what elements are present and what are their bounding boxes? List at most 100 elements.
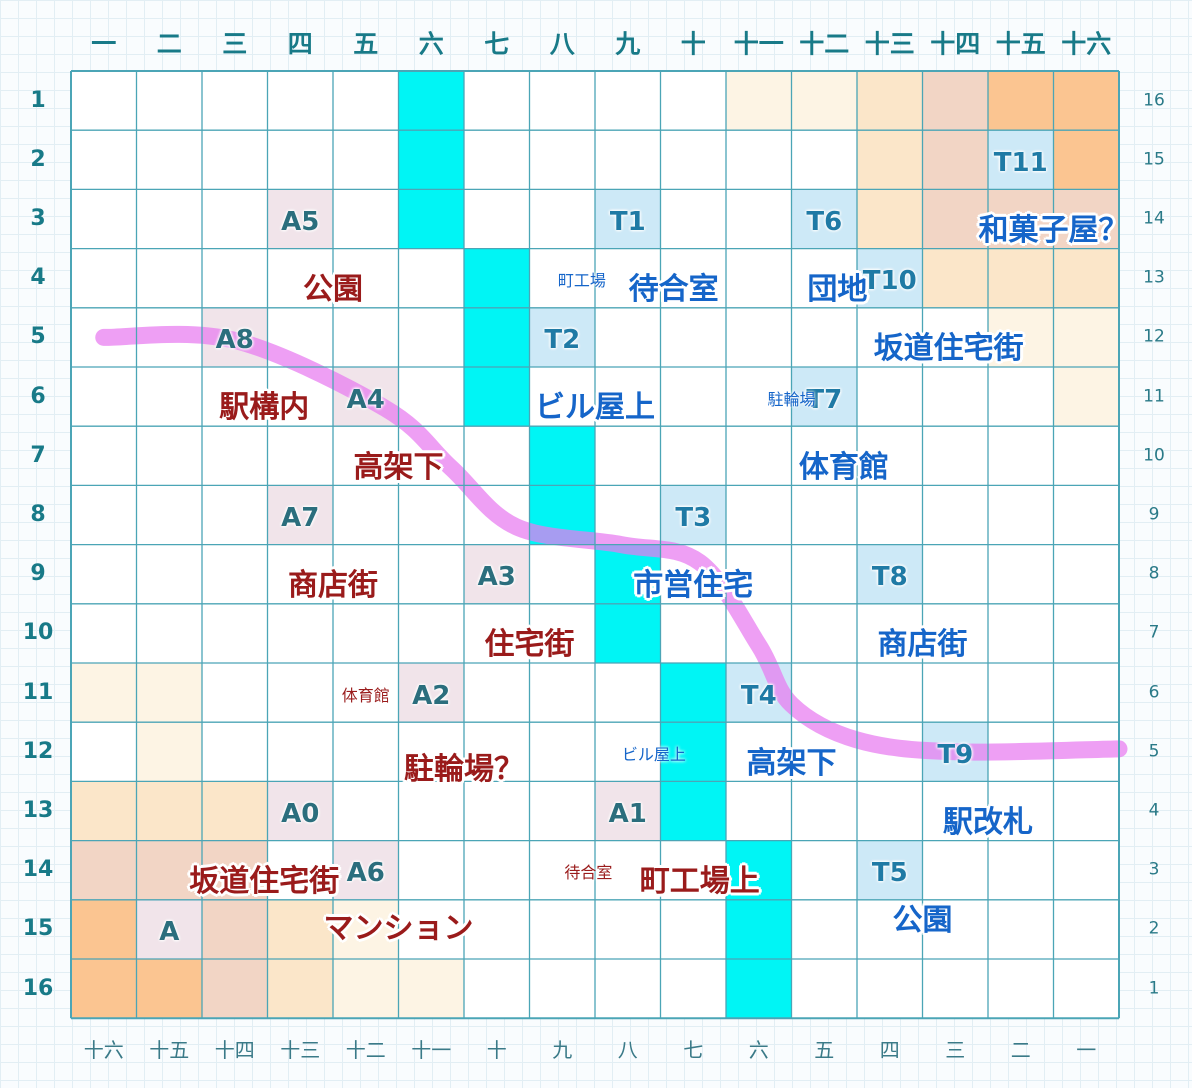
- shaded-cell: [922, 189, 988, 249]
- column-header-bottom: 三: [945, 1038, 966, 1062]
- shaded-cell: [202, 840, 268, 900]
- row-header-left: 11: [22, 679, 54, 705]
- column-header-top: 十二: [799, 29, 850, 59]
- column-header-top: 十六: [1061, 29, 1112, 59]
- column-header-top: 二: [156, 29, 182, 59]
- track-cell: [660, 663, 726, 723]
- row-header-right: 1: [1148, 978, 1160, 999]
- column-header-bottom: 四: [879, 1038, 900, 1062]
- track-cell: [398, 71, 464, 131]
- place-name-t10: 坂道住宅街: [873, 331, 1024, 367]
- place-name-a0: 坂道住宅街: [189, 864, 340, 900]
- shaded-cell: [922, 71, 988, 131]
- track-cell: [660, 781, 726, 841]
- shaded-cell: [988, 248, 1054, 308]
- marker-cell-t1: [595, 189, 661, 249]
- marker-code-a4: A4: [346, 384, 385, 415]
- place-name-a2: 駐輪場？: [404, 751, 524, 787]
- row-header-right: 4: [1148, 800, 1160, 821]
- column-header-top: 八: [549, 29, 575, 59]
- marker-cell-a: [136, 899, 202, 959]
- marker-code-a0: A0: [281, 799, 320, 829]
- column-header-top: 十五: [995, 29, 1046, 59]
- railway-track-layer: [398, 71, 792, 1019]
- column-header-bottom: 十二: [345, 1038, 386, 1062]
- marker-code-a8: A8: [215, 325, 254, 356]
- column-header-top: 十: [680, 29, 706, 59]
- marker-cell-a6: [333, 840, 399, 900]
- column-header-bottom: 十三: [280, 1038, 321, 1062]
- row-header-right: 7: [1148, 622, 1160, 643]
- column-header-bottom: 十: [486, 1038, 507, 1062]
- row-header-right: 15: [1143, 149, 1165, 170]
- row-header-left: 10: [22, 620, 54, 646]
- place-name-a5: 公園: [303, 272, 363, 308]
- place-name-t5: 公園: [892, 902, 953, 938]
- column-header-top: 十四: [930, 29, 981, 59]
- shaded-cell: [71, 781, 137, 841]
- shaded-cell: [267, 959, 333, 1019]
- marker-cell-t2: [529, 307, 595, 367]
- track-cell: [660, 722, 726, 782]
- shaded-cell: [791, 71, 857, 131]
- row-header-left: 4: [30, 265, 46, 291]
- marker-code-t8: T8: [871, 562, 908, 593]
- place-name-t2: ビル屋上: [535, 390, 655, 426]
- shaded-cell: [136, 722, 202, 782]
- place-note-a1: 待合室: [564, 863, 613, 883]
- marker-code-a1: A1: [608, 799, 647, 829]
- shaded-cell: [922, 130, 988, 190]
- column-header-bottom: 十一: [411, 1038, 452, 1062]
- marker-code-a2: A2: [412, 680, 451, 711]
- column-header-bottom: 五: [814, 1038, 835, 1062]
- shaded-cell: [71, 840, 137, 900]
- marker-cell-a5: [267, 189, 333, 249]
- row-header-right: 8: [1148, 563, 1160, 584]
- place-name-t11: 和菓子屋？: [978, 212, 1129, 248]
- place-name-t1: 待合室: [628, 272, 719, 308]
- shaded-cell: [71, 959, 137, 1019]
- column-header-top: 十一: [733, 29, 784, 59]
- row-header-left: 15: [22, 916, 54, 942]
- marker-code-t3: T3: [675, 503, 712, 533]
- marker-code-t7: T7: [806, 384, 843, 415]
- row-header-right: 14: [1143, 208, 1165, 229]
- marker-cell-t11: [988, 130, 1054, 190]
- column-header-bottom: 十四: [214, 1038, 255, 1062]
- place-name-t4: 高架下: [746, 745, 837, 781]
- track-cell: [398, 130, 464, 190]
- column-header-top: 六: [418, 29, 444, 59]
- shaded-cell: [71, 663, 137, 723]
- marker-cell-t10: [857, 248, 923, 308]
- shaded-cell: [857, 71, 923, 131]
- column-header-bottom: 九: [552, 1038, 573, 1062]
- column-header-bottom: 六: [748, 1038, 769, 1062]
- route-path-layer: [95, 325, 1128, 761]
- row-header-right: 2: [1148, 918, 1160, 939]
- row-header-left: 2: [30, 146, 46, 172]
- shaded-cell: [136, 959, 202, 1019]
- marker-cell-a0: [267, 781, 333, 841]
- row-header-right: 9: [1148, 504, 1160, 525]
- column-header-bottom: 七: [683, 1038, 704, 1062]
- shaded-cell: [1053, 307, 1119, 367]
- marker-code-a: A: [159, 917, 180, 948]
- shaded-cell: [398, 959, 464, 1019]
- place-name-a3: 住宅街: [484, 627, 575, 663]
- place-name-t8: 商店街: [877, 627, 968, 663]
- column-header-bottom: 十五: [149, 1038, 190, 1062]
- column-header-bottom: 二: [1010, 1038, 1031, 1062]
- place-name-t9: 駅改札: [943, 804, 1033, 840]
- place-name-a4: 高架下: [353, 449, 444, 485]
- shaded-cell: [1053, 189, 1119, 249]
- track-cell: [529, 426, 595, 486]
- column-header-top: 九: [615, 29, 641, 59]
- shaded-cell: [988, 71, 1054, 131]
- column-header-bottom: 八: [617, 1038, 638, 1062]
- marker-code-a6: A6: [346, 858, 385, 889]
- row-header-right: 16: [1143, 90, 1165, 111]
- route-path: [95, 325, 1128, 761]
- track-cell: [726, 840, 792, 900]
- column-header-top: 四: [287, 29, 313, 59]
- marker-code-t10: T10: [862, 266, 917, 297]
